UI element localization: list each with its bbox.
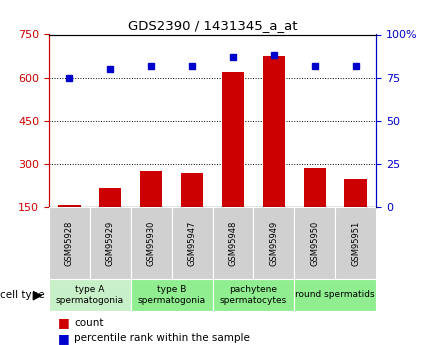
Bar xyxy=(140,171,162,207)
Text: count: count xyxy=(74,318,104,327)
Text: ▶: ▶ xyxy=(33,288,43,302)
Bar xyxy=(294,279,376,311)
Bar xyxy=(90,207,131,279)
Bar xyxy=(303,168,326,207)
Bar xyxy=(99,188,122,207)
Text: GSM95950: GSM95950 xyxy=(310,220,319,266)
Text: pachytene
spermatocytes: pachytene spermatocytes xyxy=(220,285,287,305)
Bar xyxy=(49,279,131,311)
Title: GDS2390 / 1431345_a_at: GDS2390 / 1431345_a_at xyxy=(128,19,297,32)
Bar xyxy=(172,207,212,279)
Bar xyxy=(263,56,285,207)
Text: cell type: cell type xyxy=(0,290,45,300)
Bar xyxy=(58,205,81,207)
Bar xyxy=(294,207,335,279)
Text: GSM95951: GSM95951 xyxy=(351,220,360,266)
Text: GSM95929: GSM95929 xyxy=(106,220,115,266)
Bar xyxy=(212,207,253,279)
Text: type A
spermatogonia: type A spermatogonia xyxy=(56,285,124,305)
Bar xyxy=(181,172,203,207)
Bar xyxy=(131,207,172,279)
Text: round spermatids: round spermatids xyxy=(295,290,375,299)
Bar xyxy=(222,72,244,207)
Text: ■: ■ xyxy=(57,332,69,345)
Text: ■: ■ xyxy=(57,316,69,329)
Bar xyxy=(344,179,367,207)
Text: GSM95928: GSM95928 xyxy=(65,220,74,266)
Bar xyxy=(49,207,90,279)
Text: GSM95948: GSM95948 xyxy=(229,220,238,266)
Text: percentile rank within the sample: percentile rank within the sample xyxy=(74,333,250,343)
Bar xyxy=(131,279,212,311)
Bar xyxy=(253,207,294,279)
Text: GSM95949: GSM95949 xyxy=(269,220,278,266)
Bar xyxy=(212,279,294,311)
Text: GSM95947: GSM95947 xyxy=(187,220,196,266)
Text: type B
spermatogonia: type B spermatogonia xyxy=(138,285,206,305)
Bar xyxy=(335,207,376,279)
Text: GSM95930: GSM95930 xyxy=(147,220,156,266)
